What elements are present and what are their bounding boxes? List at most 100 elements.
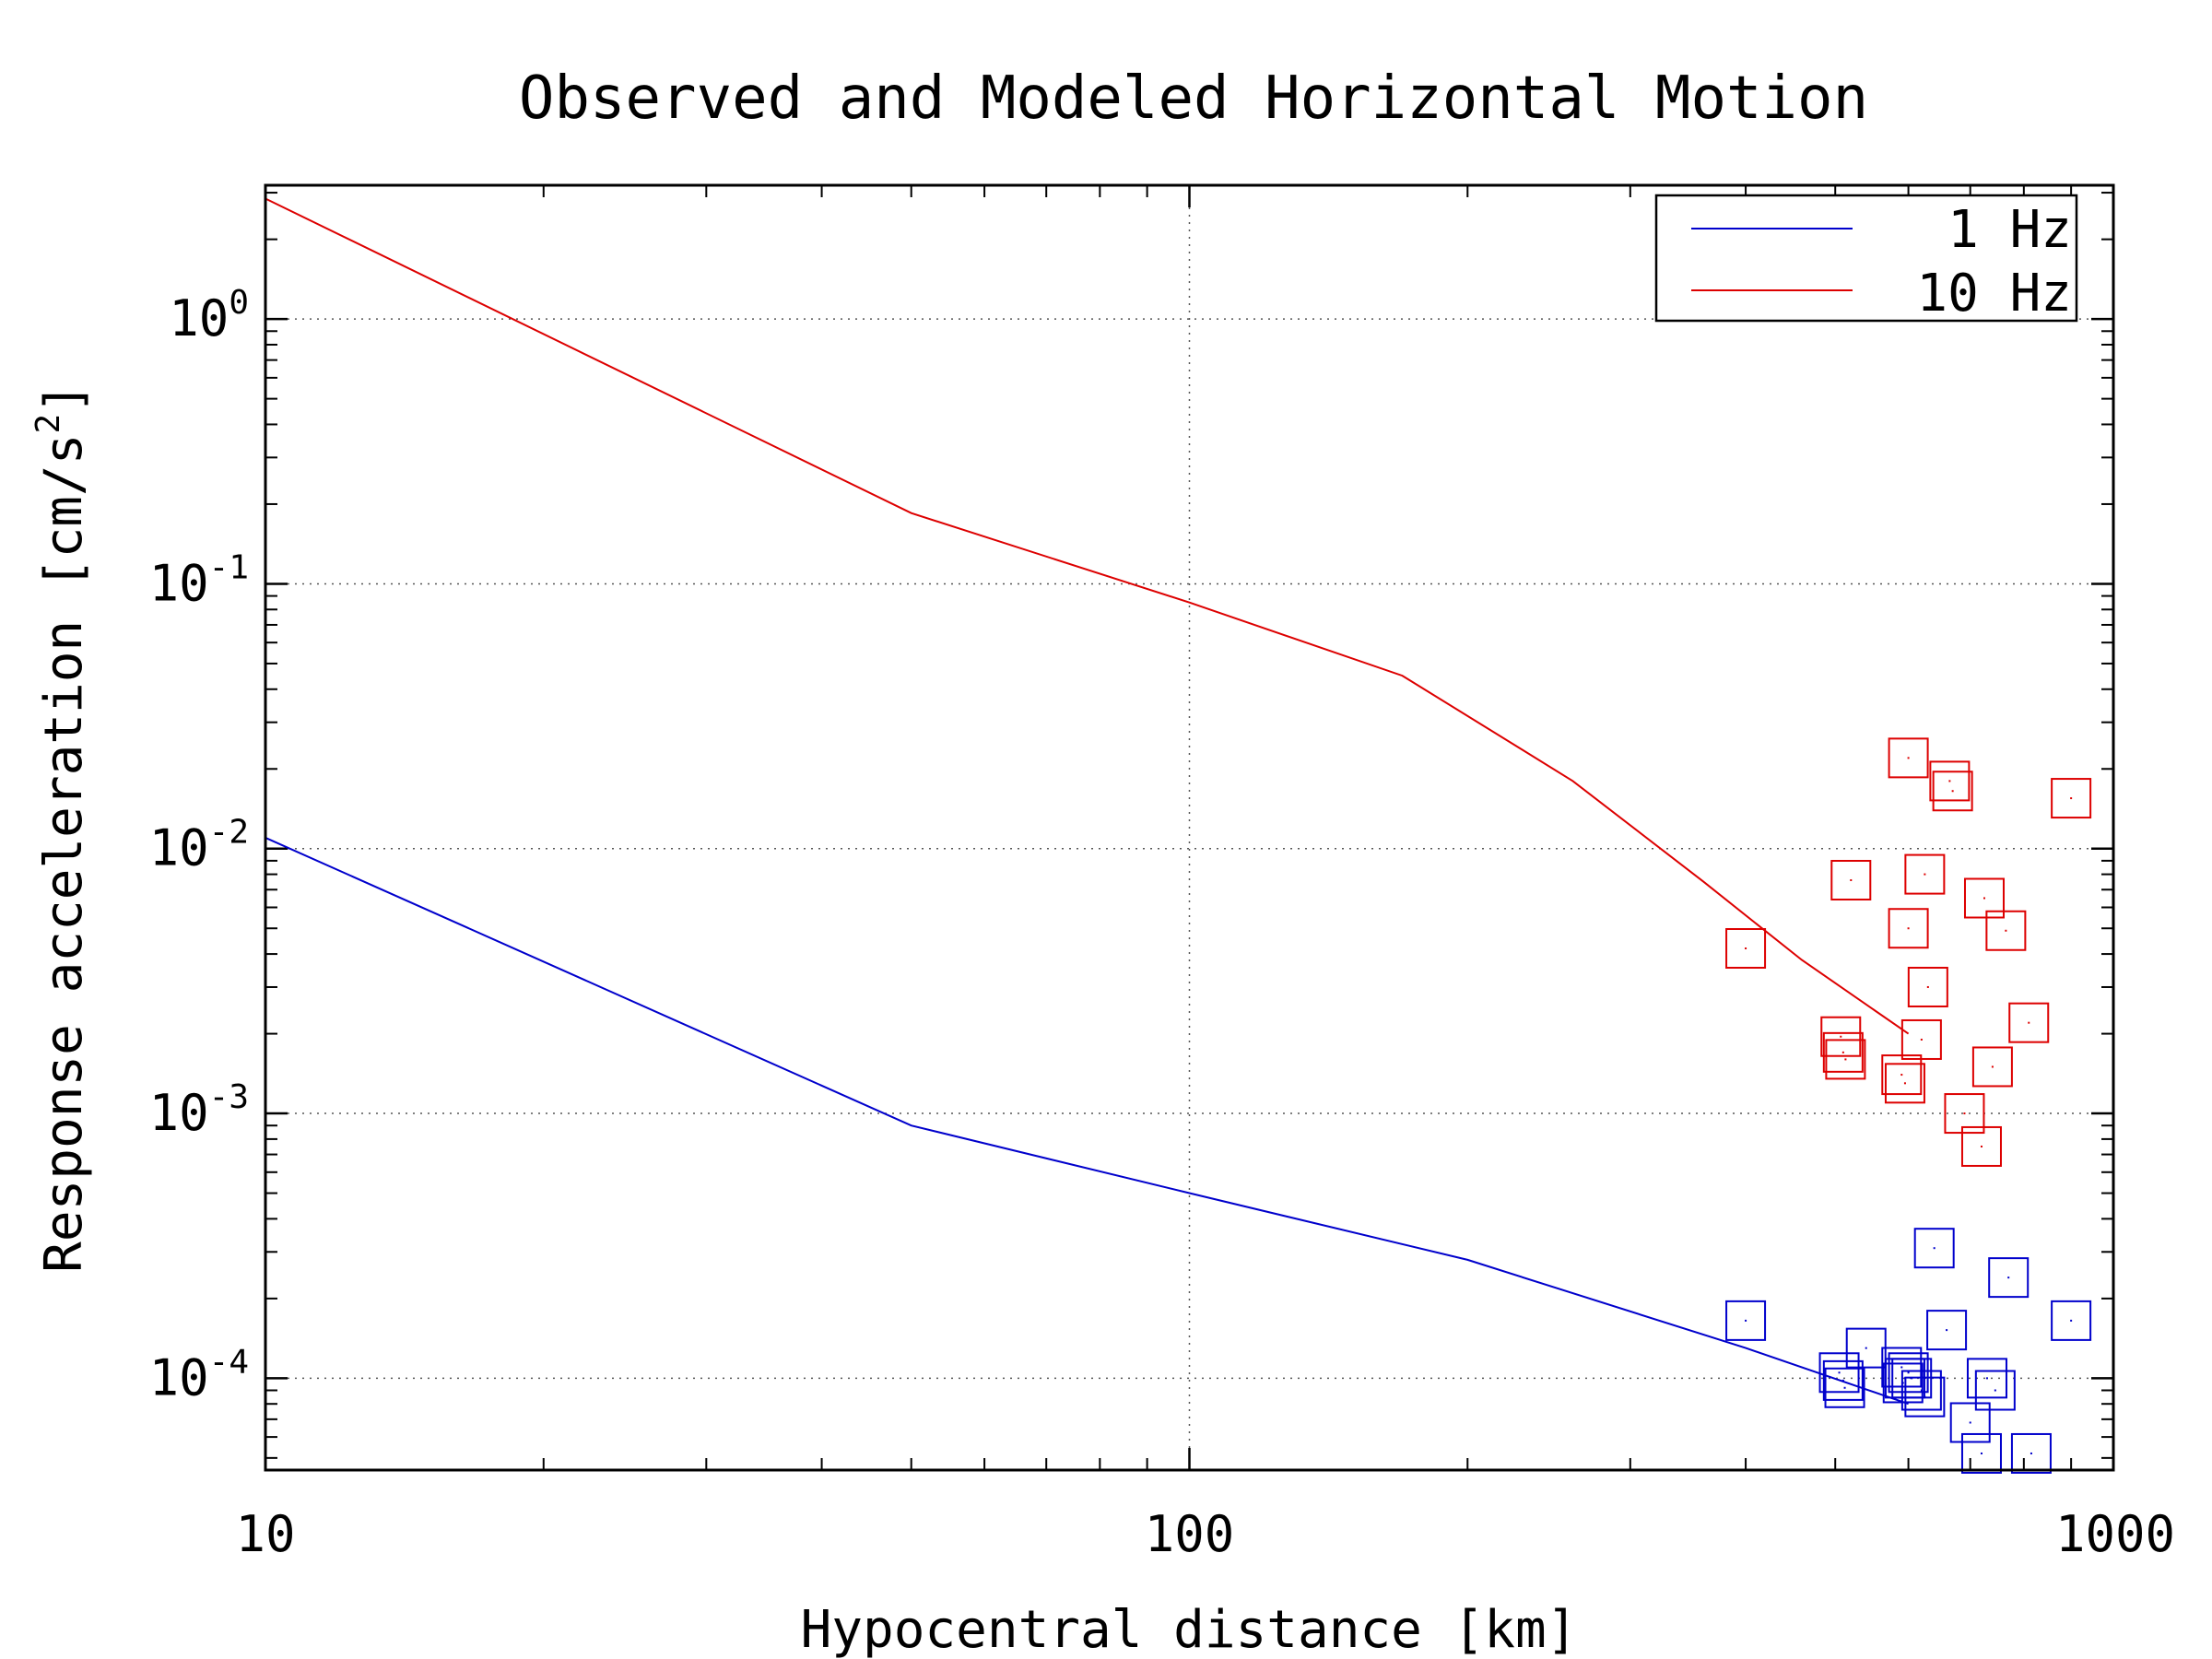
series-line-1 [265,197,1910,1035]
data-point [2051,778,2092,819]
data-point [1888,1352,1929,1394]
data-point [1971,1046,2013,1088]
y-tick-label: 10-2 [149,814,249,877]
legend-label-1hz: 1 Hz [1947,200,2072,260]
data-point [1904,1376,1946,1418]
data-point [1944,1093,1985,1135]
data-point [1820,1016,1862,1057]
data-point-center [1951,790,1954,793]
data-point [1932,771,1973,812]
data-point [1888,737,1929,779]
data-point-center [1907,1371,1910,1374]
y-axis-label-base: Response acceleration [cm/s [34,434,94,1273]
data-point [1988,1257,2030,1299]
data-point-center [1903,1082,1906,1085]
data-point-center [1983,897,1985,900]
data-point-center [1850,878,1853,881]
y-axis-label-sup: 2 [29,414,67,434]
x-tick-label: 100 [1145,1505,1235,1563]
series-line-0 [265,836,1909,1406]
data-point [1818,1352,1860,1394]
y-tick-label: 100 [169,284,249,347]
data-point [1824,1367,1865,1408]
data-point-center [2030,1452,2032,1454]
x-tick-label: 10 [235,1505,295,1563]
data-point [1907,966,1948,1007]
data-point-center [1985,1377,1988,1380]
data-point [1900,1018,1942,1060]
data-point-center [1924,1395,1926,1398]
y-tick-label: 10-3 [149,1078,249,1142]
y-axis-label-end: ] [34,382,94,414]
data-point-center [1843,1386,1846,1389]
data-point [1822,1359,1864,1401]
series-lines [265,197,1910,1406]
data-point [1725,1300,1767,1341]
data-point [1985,910,2027,951]
data-point [1929,760,1971,802]
legend: 1 Hz 10 Hz [1654,194,2078,324]
data-point-center [1841,1379,1844,1382]
data-point [1725,927,1767,969]
plot-area [264,183,2115,1474]
data-point-center [1924,873,1926,876]
data-point-center [1865,1347,1867,1349]
data-point [1900,1370,1942,1411]
data-point-center [1900,1074,1903,1077]
legend-label-10hz: 10 Hz [1916,264,2072,324]
y-tick-labels: 10-4 10-3 10-2 10-1 100 [149,284,249,1406]
y-tick-label: 10-4 [149,1343,249,1406]
data-point-center [2007,1277,2010,1279]
data-point [1963,877,2005,919]
data-point-center [1920,1389,1923,1392]
data-point [1960,1432,2002,1474]
data-point [1974,1370,2016,1411]
legend-box [1654,194,2078,323]
data-point-center [2028,1021,2030,1024]
data-point [1904,853,1946,895]
y-axis-label: Response acceleration [cm/s2] [29,382,94,1273]
data-point-center [1907,757,1910,759]
data-point [1960,1125,2002,1167]
data-point-center [1969,1421,1971,1424]
data-point-center [1838,1371,1841,1374]
data-point-center [1948,780,1951,782]
data-point [1913,1228,1955,1269]
data-point-center [1994,1389,1996,1392]
data-point [1822,1031,1864,1073]
data-point-center [1841,1051,1844,1053]
chart-title: Observed and Modeled Horizontal Motion [519,65,1868,133]
data-point-center [1920,1038,1923,1041]
data-point-center [1963,1112,1966,1115]
data-point [1884,1063,1925,1104]
data-point-center [1980,1452,1983,1454]
data-point [1949,1402,1991,1443]
x-tick-label: 1000 [2055,1505,2175,1563]
data-point-center [2070,1319,2073,1322]
series-points [1725,737,2092,1474]
data-point-center [1926,985,1929,988]
grid [265,185,2113,1470]
data-point-center [1900,1366,1903,1369]
data-point-center [1745,947,1747,949]
data-point [1830,859,1872,900]
data-point-center [2070,797,2073,800]
data-point [1825,1039,1866,1080]
data-point [1966,1358,2007,1399]
data-point-center [1946,1329,1948,1332]
data-point-center [1907,927,1910,930]
data-point-center [1745,1319,1747,1322]
y-tick-label: 10-1 [149,548,249,612]
data-point-center [1980,1145,1983,1147]
data-point-center [1933,1247,1936,1250]
x-axis-label: Hypocentral distance [km] [801,1600,1578,1659]
data-point-center [1844,1058,1847,1061]
data-point-center [2005,929,2007,932]
data-point [2051,1300,2092,1341]
data-point-center [1840,1035,1842,1038]
plot-frame [264,183,2115,1472]
data-point-center [1991,1065,1994,1068]
data-point [1888,908,1929,949]
data-point [1926,1310,1968,1351]
